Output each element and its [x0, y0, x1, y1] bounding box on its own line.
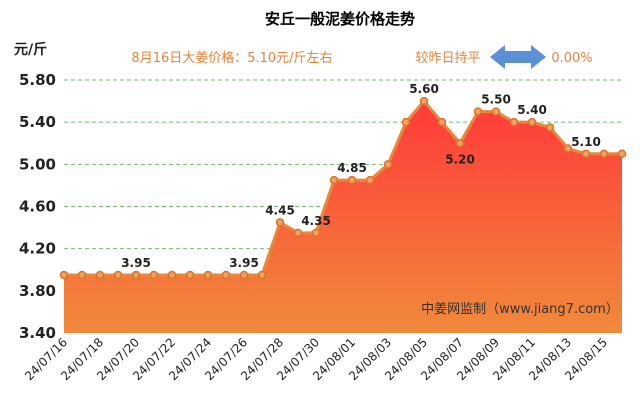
data-label: 3.95	[121, 256, 151, 270]
data-point	[617, 149, 627, 159]
y-axis-unit: 元/斤	[14, 41, 47, 58]
data-point	[455, 139, 465, 148]
data-label: 4.35	[301, 214, 331, 228]
data-point	[527, 117, 537, 127]
data-point	[545, 123, 555, 132]
data-point	[257, 270, 267, 280]
data-point	[563, 144, 573, 153]
data-point	[329, 175, 339, 185]
data-point	[131, 270, 141, 280]
watermark: 中姜网监制（www.jiang7.com）	[421, 302, 619, 317]
data-point	[491, 107, 501, 116]
y-tick-label: 4.60	[19, 198, 56, 216]
data-label: 5.50	[481, 93, 511, 107]
subtitle-change-value: 0.00%	[551, 51, 592, 66]
subtitle-price: 8月16日大姜价格：5.10元/斤左右	[131, 50, 332, 66]
data-label: 5.40	[517, 103, 547, 117]
data-point	[419, 96, 429, 106]
y-tick-label: 3.80	[19, 282, 56, 300]
data-point	[401, 117, 411, 127]
data-label: 5.10	[571, 135, 601, 149]
data-point	[239, 270, 249, 280]
data-point	[293, 228, 303, 238]
data-point	[311, 228, 321, 238]
area-fill	[64, 101, 622, 333]
chart-title: 安丘一般泥姜价格走势	[265, 10, 415, 28]
data-point	[113, 270, 123, 280]
data-point	[77, 270, 87, 280]
y-tick-label: 5.40	[19, 113, 56, 131]
data-point	[383, 160, 393, 169]
y-tick-label: 5.80	[19, 71, 56, 89]
data-point	[347, 175, 357, 185]
data-label: 5.20	[445, 152, 475, 166]
data-label: 3.95	[229, 256, 259, 270]
y-tick-label: 4.20	[19, 240, 56, 258]
data-point	[203, 270, 213, 280]
data-point	[95, 270, 105, 280]
data-point	[167, 270, 177, 280]
data-point	[149, 270, 159, 280]
data-point	[599, 149, 609, 159]
y-tick-label: 3.40	[19, 324, 56, 342]
data-point	[59, 270, 69, 280]
y-tick-label: 5.00	[19, 155, 56, 173]
data-point	[275, 218, 285, 227]
data-point	[221, 270, 231, 280]
data-label: 4.85	[337, 161, 367, 175]
data-point	[365, 175, 375, 185]
data-label: 4.45	[265, 203, 295, 217]
data-point	[581, 149, 591, 159]
data-label: 5.60	[409, 82, 439, 96]
data-point	[473, 107, 483, 116]
subtitle-change-label: 较昨日持平	[415, 51, 480, 66]
data-point	[509, 117, 519, 127]
data-point	[437, 117, 447, 127]
data-point	[185, 270, 195, 280]
double-arrow-icon	[490, 45, 546, 69]
